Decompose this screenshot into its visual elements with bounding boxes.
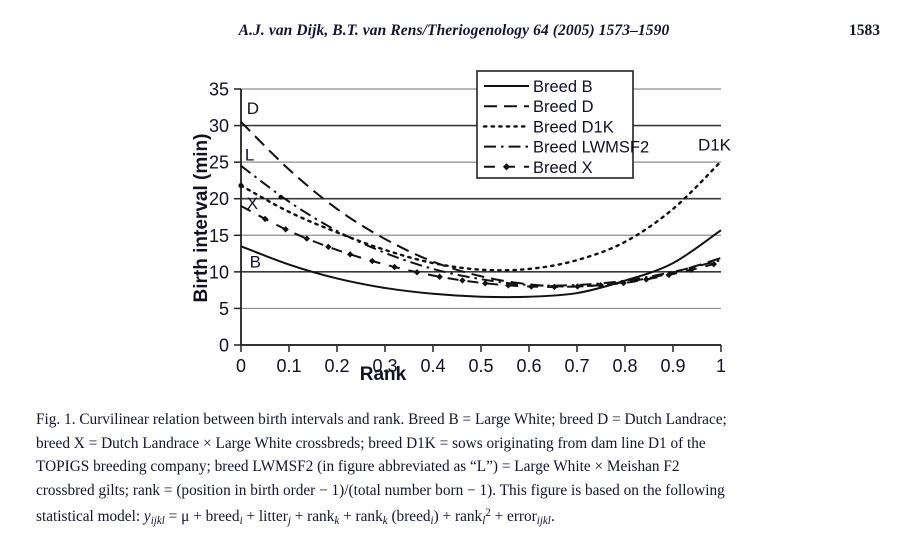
series-marker (710, 260, 717, 268)
legend-marker (502, 163, 511, 171)
y-tick-label: 15 (209, 226, 229, 246)
legend-box (476, 70, 634, 179)
x-tick-label: 0.6 (516, 356, 541, 376)
x-axis-title: Rank (360, 364, 407, 385)
series-line (240, 205, 722, 288)
x-tick-label: 0.5 (468, 356, 493, 376)
legend-label: Breed D (533, 98, 594, 116)
y-tick-label: 25 (209, 153, 229, 173)
figure-1: 0 0.1 0.2 0.3 0.4 0.5 0.6 0.7 0.8 0.9 1 0 5 10 15 20 25… (0, 58, 908, 388)
y-axis-tick-labels: 0 5 10 15 20 25 30 35 (209, 80, 229, 356)
x-tick-label: 0.2 (324, 356, 349, 376)
birth-interval-rank-chart: 0 0.1 0.2 0.3 0.4 0.5 0.6 0.7 0.8 0.9 1 0 5 10 15 20 25… (191, 70, 732, 385)
series-marker (551, 283, 558, 291)
y-tick-label: 30 (209, 116, 229, 136)
series-marker (688, 266, 695, 273)
curve-label-d: D (247, 99, 259, 118)
x-tick-label: 1 (716, 356, 726, 376)
legend-label: Breed D1K (533, 118, 614, 136)
series-marker (643, 276, 650, 283)
series-marker (282, 226, 289, 233)
series-line (240, 229, 722, 299)
x-tick-label: 0.7 (564, 356, 589, 376)
chart-curve-labels: D L X B D1K (245, 99, 732, 272)
legend-label: Breed B (533, 78, 593, 96)
chart-legend: Breed B Breed D Breed D1K Breed LWMSF2 Breed… (476, 70, 649, 179)
series-marker (528, 283, 535, 290)
caption-line-1: Fig. 1. Curvilinear relation between bir… (36, 411, 727, 428)
series-marker (505, 282, 512, 289)
series-marker (303, 235, 310, 242)
series-marker (261, 215, 269, 223)
series-line (239, 160, 723, 272)
x-axis-ticks (240, 345, 722, 352)
page-number: 1583 (849, 22, 880, 39)
running-head: A.J. van Dijk, B.T. van Rens/Theriogenol… (0, 22, 908, 44)
x-tick-label: 0.3 (372, 356, 397, 376)
figure-caption: Fig. 1. Curvilinear relation between bir… (36, 408, 876, 534)
caption-line-5: statistical model: yijkl = μ + breedi + … (36, 502, 876, 534)
series-marker (325, 243, 332, 251)
y-tick-label: 35 (209, 80, 229, 100)
series-marker (436, 273, 443, 280)
curve-label-b: B (250, 252, 261, 271)
series-marker (597, 282, 604, 289)
caption-statistical-model-formula: yijkl = μ + breedi + litterj + rankk + r… (143, 507, 555, 528)
series-marker (665, 271, 673, 279)
x-tick-label: 0 (236, 356, 246, 376)
curve-label-d1k: D1K (698, 135, 732, 154)
series-marker (620, 279, 627, 287)
series-line (240, 164, 722, 287)
y-tick-label: 0 (219, 336, 229, 356)
series-marker (459, 277, 466, 284)
curve-label-x: X (247, 194, 258, 213)
series-node-dot (278, 194, 284, 200)
x-tick-label: 0.4 (420, 356, 445, 376)
series-start-dot (238, 182, 244, 189)
series-marker (369, 257, 376, 265)
legend-label: Breed LWMSF2 (533, 139, 649, 157)
y-axis-ticks (234, 88, 241, 346)
x-tick-label: 0.1 (276, 356, 301, 376)
series-marker (574, 283, 581, 290)
caption-line-4: crossbred gilts; rank = (position in bir… (36, 481, 725, 499)
x-tick-label: 0.9 (660, 356, 685, 376)
y-tick-label: 20 (209, 189, 229, 209)
series-marker (482, 280, 489, 287)
series-line (240, 121, 722, 288)
caption-line-3: TOPIGS breeding company; breed LWMSF2 (i… (36, 458, 680, 475)
x-tick-label: 0.8 (612, 356, 637, 376)
legend-label: Breed X (533, 159, 593, 177)
y-tick-label: 5 (219, 299, 229, 319)
curve-label-l: L (245, 146, 254, 165)
y-axis-title: Birth interval (min) (191, 134, 212, 303)
series-marker (413, 269, 421, 276)
x-axis-tick-labels: 0 0.1 0.2 0.3 0.4 0.5 0.6 0.7 0.8 0.9 1 (236, 356, 726, 376)
journal-citation: A.J. van Dijk, B.T. van Rens/Theriogenol… (238, 22, 670, 39)
chart-series-lines (238, 121, 723, 299)
caption-formula-prefix: statistical model: (36, 508, 144, 526)
series-marker (346, 251, 354, 258)
caption-line-2: breed X = Dutch Landrace × Large White c… (36, 434, 706, 452)
series-marker (391, 263, 398, 271)
y-tick-label: 10 (209, 262, 229, 282)
